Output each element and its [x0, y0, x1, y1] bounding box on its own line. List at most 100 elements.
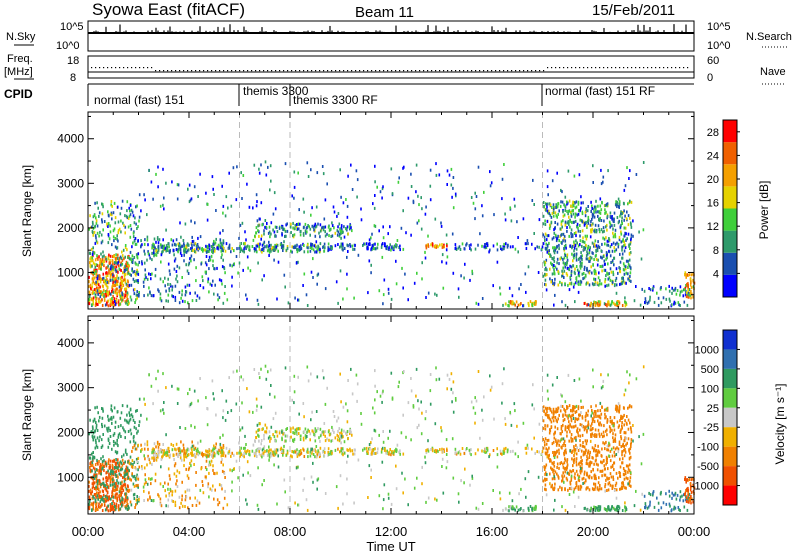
power-cell	[548, 209, 550, 213]
power-cell	[587, 281, 589, 285]
freq-dot	[651, 67, 653, 69]
power-cell	[191, 246, 193, 250]
nave-tick-bottom: 0	[707, 72, 713, 84]
velocity-cell	[300, 449, 302, 452]
power-cell	[91, 277, 94, 281]
power-cell	[189, 198, 192, 202]
power-cell	[165, 181, 167, 185]
power-cell	[303, 244, 305, 247]
power-cell	[208, 244, 211, 248]
velocity-cell	[166, 452, 168, 456]
power-cell	[333, 210, 336, 214]
power-cell	[91, 298, 93, 302]
power-cell	[125, 263, 127, 267]
power-cell	[686, 273, 689, 277]
velocity-cell	[319, 439, 321, 443]
power-cell	[127, 299, 129, 303]
power-cell	[96, 241, 99, 245]
velocity-cell	[110, 508, 112, 511]
velocity-cell	[132, 463, 134, 466]
velocity-cell	[117, 433, 120, 437]
power-cell	[571, 246, 573, 250]
power-cell	[132, 235, 135, 239]
power-cell	[99, 291, 101, 295]
velocity-cell	[104, 460, 107, 464]
power-cell	[257, 224, 259, 228]
power-cell	[212, 244, 214, 248]
power-cell	[587, 245, 589, 249]
velocity-cell	[616, 409, 618, 413]
power-cell	[174, 284, 177, 288]
power-cell	[319, 242, 322, 246]
velocity-cell	[207, 454, 209, 458]
power-cell	[580, 195, 582, 199]
velocity-cell	[132, 493, 135, 497]
power-cell	[100, 241, 103, 245]
power-cell	[130, 273, 132, 277]
freq-dot	[599, 67, 601, 69]
velocity-cell	[184, 498, 187, 502]
velocity-cell	[131, 465, 134, 469]
power-cell	[599, 204, 602, 208]
velocity-cell	[606, 448, 608, 452]
velocity-cell	[566, 460, 568, 464]
power-cell	[564, 303, 567, 307]
velocity-cell	[96, 405, 98, 409]
power-cell	[111, 213, 113, 217]
power-cell	[518, 287, 520, 291]
power-cell	[184, 285, 187, 289]
power-cell	[621, 304, 624, 307]
velocity-cell	[315, 455, 318, 459]
velocity-cell	[104, 494, 107, 498]
power-cell	[556, 250, 559, 254]
power-cell	[511, 294, 514, 298]
velocity-cell	[135, 427, 137, 431]
power-cell	[123, 257, 125, 261]
power-cell	[212, 264, 214, 268]
power-cell	[426, 243, 429, 247]
power-cell	[374, 164, 376, 168]
power-cell	[159, 204, 162, 208]
power-cell	[582, 277, 584, 281]
power-cell	[596, 246, 599, 250]
velocity-cell	[184, 505, 186, 508]
velocity-cell	[128, 419, 131, 423]
velocity-cell	[101, 467, 103, 471]
power-cell	[391, 192, 394, 196]
cpid-label: CPID	[4, 87, 33, 101]
velocity-cell	[121, 503, 123, 507]
power-cell	[268, 240, 270, 244]
velocity-cell	[111, 480, 114, 484]
freq-dot	[535, 70, 537, 72]
velocity-cell	[342, 449, 344, 453]
power-cell	[101, 203, 104, 207]
velocity-cell	[109, 472, 112, 476]
velocity-cell	[196, 499, 199, 503]
power-cell	[126, 298, 129, 301]
velocity-cell	[99, 490, 101, 494]
velocity-cell	[102, 477, 105, 481]
power-cell	[371, 244, 374, 248]
power-cell	[101, 202, 103, 206]
velocity-cell	[314, 455, 316, 459]
power-cell	[385, 247, 388, 251]
velocity-cell	[93, 481, 96, 485]
power-cell	[573, 249, 575, 253]
velocity-cell	[260, 439, 263, 442]
power-cell	[106, 289, 108, 293]
power-cell	[682, 294, 685, 298]
power-cell	[173, 242, 176, 246]
velocity-cell	[134, 421, 136, 424]
freq-dot	[611, 67, 613, 69]
velocity-cell	[322, 450, 324, 454]
power-cell	[458, 295, 460, 299]
power-cell	[92, 290, 94, 294]
power-cell	[689, 291, 691, 295]
velocity-cell	[591, 446, 594, 450]
velocity-cell	[137, 457, 140, 460]
power-cell	[601, 201, 603, 205]
power-cell	[117, 301, 120, 305]
power-cell	[443, 245, 445, 249]
power-cell	[543, 205, 546, 209]
velocity-cell	[590, 461, 593, 465]
